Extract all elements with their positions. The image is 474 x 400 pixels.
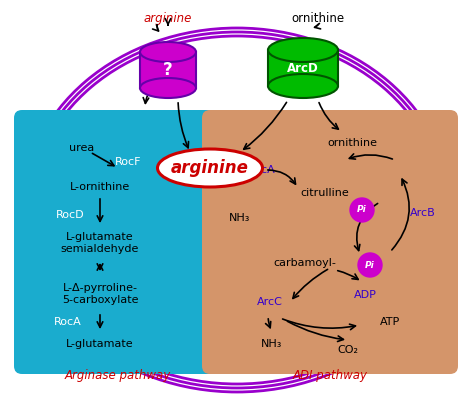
Ellipse shape xyxy=(140,42,196,62)
Text: urea: urea xyxy=(69,143,95,153)
Text: ArcA: ArcA xyxy=(250,165,276,175)
Ellipse shape xyxy=(268,38,338,62)
Text: arginine: arginine xyxy=(171,159,249,177)
FancyBboxPatch shape xyxy=(140,52,196,88)
Text: L-glutamate
semialdehyde: L-glutamate semialdehyde xyxy=(61,232,139,254)
Text: RocA: RocA xyxy=(54,317,82,327)
Text: ATP: ATP xyxy=(380,317,400,327)
Text: arginine: arginine xyxy=(144,12,192,25)
Text: L-glutamate: L-glutamate xyxy=(66,339,134,349)
Text: ADP: ADP xyxy=(354,290,376,300)
Text: NH₃: NH₃ xyxy=(261,339,283,349)
Ellipse shape xyxy=(157,149,263,187)
Text: ornithine: ornithine xyxy=(327,138,377,148)
Text: Pi: Pi xyxy=(357,206,367,214)
Text: ornithine: ornithine xyxy=(292,12,345,25)
FancyBboxPatch shape xyxy=(14,110,218,374)
Circle shape xyxy=(358,253,382,277)
Text: ArcC: ArcC xyxy=(257,297,283,307)
Text: Pi: Pi xyxy=(365,260,375,270)
Text: L-ornithine: L-ornithine xyxy=(70,182,130,192)
Ellipse shape xyxy=(140,78,196,98)
FancyBboxPatch shape xyxy=(268,50,338,86)
Text: RocF: RocF xyxy=(115,157,141,167)
Text: L-Δ-pyrroline-
5-carboxylate: L-Δ-pyrroline- 5-carboxylate xyxy=(62,283,138,305)
FancyBboxPatch shape xyxy=(202,110,458,374)
Text: carbamoyl-: carbamoyl- xyxy=(273,258,337,268)
Text: Arginase pathway: Arginase pathway xyxy=(65,369,171,382)
Text: ?: ? xyxy=(163,61,173,79)
Text: RocD: RocD xyxy=(55,210,84,220)
Text: ArcB: ArcB xyxy=(410,208,436,218)
Text: CO₂: CO₂ xyxy=(337,345,358,355)
Text: citrulline: citrulline xyxy=(301,188,349,198)
Text: ADI pathway: ADI pathway xyxy=(292,369,367,382)
Text: ArcD: ArcD xyxy=(287,62,319,74)
Ellipse shape xyxy=(268,74,338,98)
Circle shape xyxy=(350,198,374,222)
Text: NH₃: NH₃ xyxy=(229,213,251,223)
